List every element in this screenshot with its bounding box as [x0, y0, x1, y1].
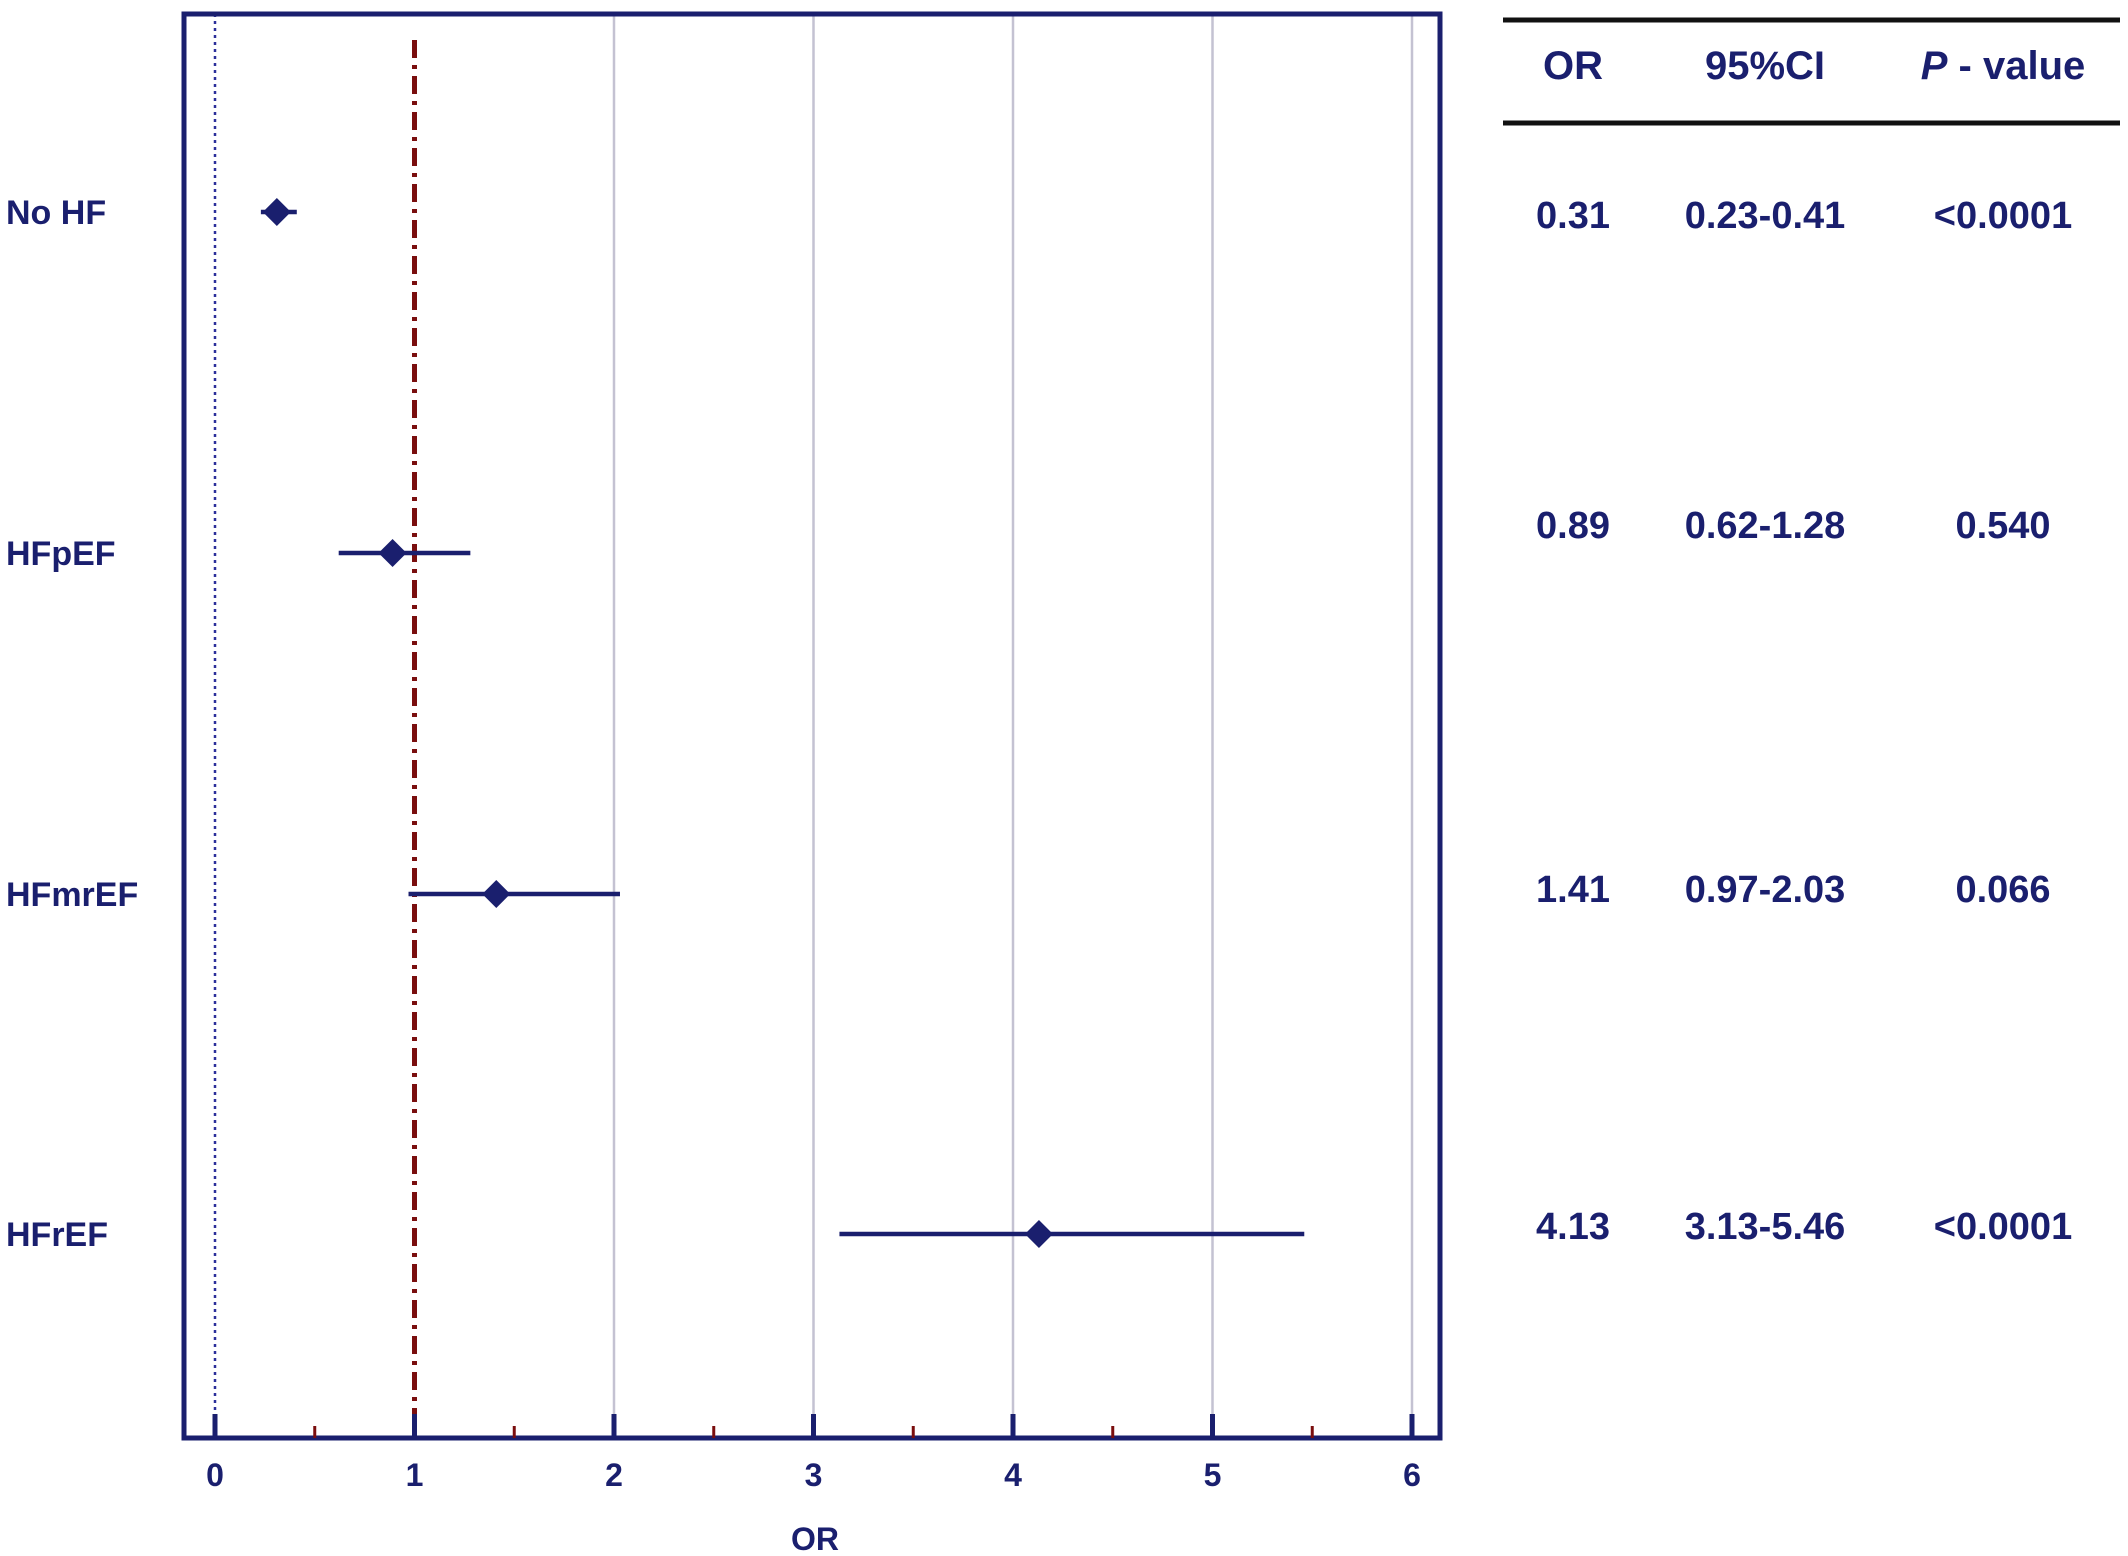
x-tick-label: 3 [805, 1457, 823, 1493]
cell-or: 1.41 [1536, 869, 1610, 911]
or-point [1024, 1220, 1053, 1248]
x-axis-ticks [212, 1414, 1415, 1438]
row-label: HFmrEF [6, 876, 138, 914]
stats-table: OR 95%CI P - value 0.31 0.23-0.41 <0.00010… [1503, 17, 2120, 1248]
cell-p-value: <0.0001 [1934, 1206, 2072, 1248]
x-tick-label: 5 [1204, 1457, 1222, 1493]
table-header-p-value: P - value [1921, 44, 2086, 88]
cell-or: 0.89 [1536, 505, 1610, 547]
cell-ci: 3.13-5.46 [1685, 1206, 1846, 1248]
x-tick-label: 4 [1004, 1457, 1022, 1493]
or-point [262, 198, 291, 226]
cell-p-value: 0.066 [1955, 869, 2050, 911]
or-point [378, 539, 407, 567]
or-point [482, 880, 511, 908]
x-axis-tick-labels: 0 1 2 3 4 5 6 [206, 1457, 1421, 1493]
p-rest: - value [1947, 44, 2085, 88]
estimates [260, 198, 1305, 1248]
row-labels: No HF HFpEF HFmrEF HFrEF [6, 194, 138, 1254]
x-tick-label: 0 [206, 1457, 224, 1493]
row-label: HFpEF [6, 535, 116, 573]
plot-frame [181, 11, 1443, 1441]
cell-or: 4.13 [1536, 1206, 1610, 1248]
x-tick-label: 1 [406, 1457, 424, 1493]
table-header-ci: 95%CI [1705, 44, 1825, 88]
cell-or: 0.31 [1536, 195, 1610, 237]
row-label: HFrEF [6, 1216, 108, 1254]
table-header-or: OR [1543, 44, 1603, 88]
x-tick-label: 6 [1403, 1457, 1421, 1493]
cell-ci: 0.62-1.28 [1685, 505, 1846, 547]
row-label: No HF [6, 194, 106, 232]
gridlines [612, 14, 1414, 1438]
cell-ci: 0.97-2.03 [1685, 869, 1846, 911]
x-axis-label: OR [791, 1521, 839, 1556]
cell-p-value: 0.540 [1955, 505, 2050, 547]
table-cells: 0.31 0.23-0.41 <0.0001 0.89 0.62-1.28 0.540 1.… [1536, 195, 2072, 1248]
cell-p-value: <0.0001 [1934, 195, 2072, 237]
p-italic: P [1921, 44, 1948, 88]
x-tick-label: 2 [605, 1457, 623, 1493]
cell-ci: 0.23-0.41 [1685, 195, 1846, 237]
